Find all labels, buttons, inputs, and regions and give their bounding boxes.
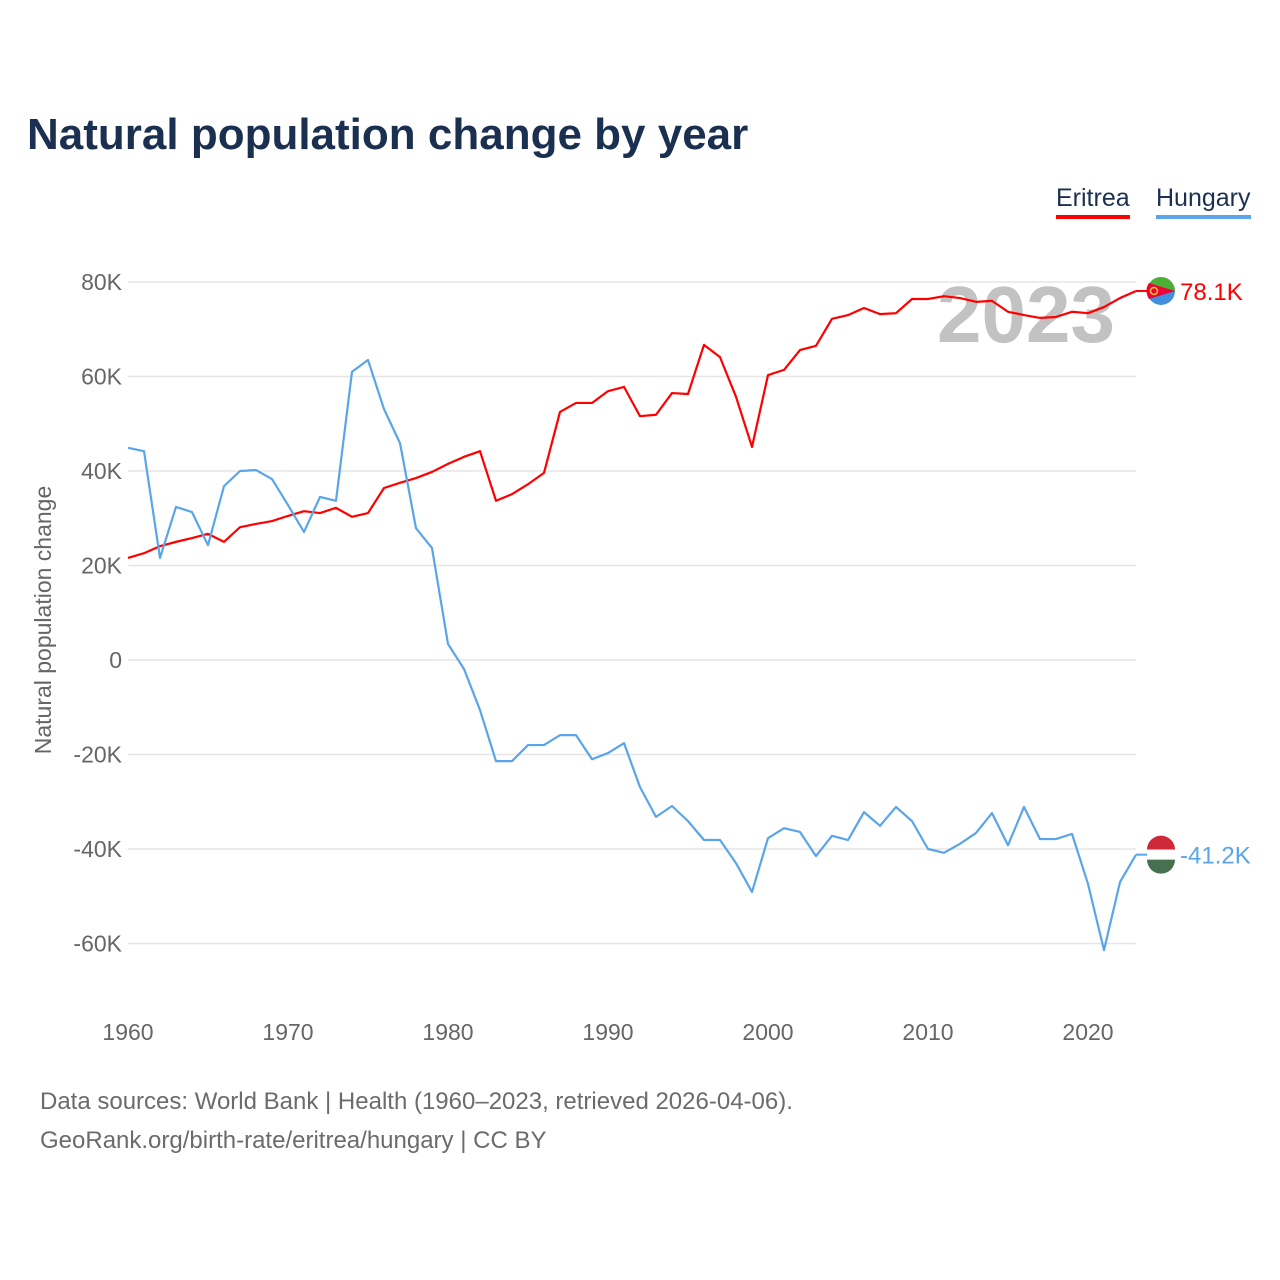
x-tick-label: 2020 xyxy=(1062,1019,1113,1045)
y-tick-label: 80K xyxy=(81,269,123,295)
source-url: GeoRank.org/birth-rate/eritrea/hungary |… xyxy=(40,1127,547,1154)
x-tick-label: 1990 xyxy=(582,1019,633,1045)
y-tick-label: 40K xyxy=(81,458,123,484)
y-tick-label: 0 xyxy=(109,647,122,673)
x-tick-label: 2000 xyxy=(742,1019,793,1045)
x-tick-label: 1980 xyxy=(422,1019,473,1045)
y-tick-label: -20K xyxy=(73,742,122,768)
chart-title: Natural population change by year xyxy=(27,110,749,159)
y-axis-label: Natural population change xyxy=(30,486,56,755)
x-tick-label: 1970 xyxy=(262,1019,313,1045)
legend-item-hungary[interactable]: Hungary xyxy=(1156,184,1251,219)
y-tick-label: -60K xyxy=(73,931,122,957)
end-value-label: -41.2K xyxy=(1180,843,1251,870)
y-tick-label: 20K xyxy=(81,553,123,579)
end-value-label: 78.1K xyxy=(1180,279,1243,306)
flag-hungary-icon xyxy=(1147,835,1175,850)
source-note: Data sources: World Bank | Health (1960–… xyxy=(40,1088,793,1115)
y-tick-label: 60K xyxy=(81,364,123,390)
x-tick-label: 1960 xyxy=(102,1019,153,1045)
flag-hungary-icon xyxy=(1147,859,1175,874)
y-tick-label: -40K xyxy=(73,836,122,862)
x-tick-label: 2010 xyxy=(902,1019,953,1045)
series-line-eritrea xyxy=(127,289,1137,559)
flag-eritrea-emblem-icon xyxy=(1149,286,1159,296)
legend-item-eritrea[interactable]: Eritrea xyxy=(1056,184,1130,219)
series-line-hungary xyxy=(127,358,1137,952)
flag-hungary-icon xyxy=(1147,849,1175,860)
